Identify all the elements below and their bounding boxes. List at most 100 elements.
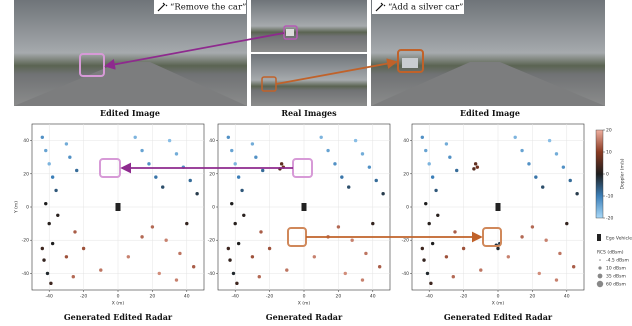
radar-point	[554, 278, 559, 282]
radar-point	[68, 155, 72, 159]
y-tick-label: 0	[212, 205, 215, 211]
radar-point	[343, 271, 347, 276]
radar-point	[228, 258, 232, 262]
y-tick-label: 40	[209, 138, 215, 144]
image-caption: Edited Image	[460, 108, 520, 118]
y-tick-label: 20	[209, 171, 215, 177]
y-tick-label: 20	[23, 171, 29, 177]
y-tick-label: -40	[402, 271, 409, 277]
radar-point	[99, 268, 103, 272]
radar-point	[420, 246, 425, 251]
radar-point	[174, 152, 179, 156]
radar-point	[71, 275, 75, 279]
radar-point	[434, 188, 438, 193]
radar-point	[50, 241, 55, 246]
radar-point	[371, 221, 375, 226]
colorbar-label: Doppler (m/s)	[620, 158, 626, 189]
radar-point	[453, 230, 457, 234]
legend-label: 35 dBsm	[606, 274, 626, 280]
wand-icon	[157, 2, 168, 12]
radar-point	[236, 175, 241, 179]
y-tick-label: -20	[22, 238, 29, 244]
radar-point	[226, 135, 231, 139]
image-caption: Real Images	[281, 108, 337, 118]
arrow	[275, 58, 398, 85]
y-tick-label: 20	[403, 171, 409, 177]
radar-point	[444, 142, 449, 146]
radar-point	[326, 148, 330, 153]
radar-point	[340, 175, 344, 179]
radar-point	[47, 162, 51, 166]
x-tick-label: -20	[80, 294, 87, 300]
radar-point	[231, 271, 236, 276]
radar-point	[50, 175, 55, 179]
radar-point	[554, 152, 559, 156]
radar-point	[230, 201, 234, 206]
radar-point	[565, 221, 569, 226]
x-tick-label: 40	[184, 294, 190, 300]
radar-point	[558, 251, 562, 256]
wand-icon	[375, 2, 386, 12]
radar-point	[257, 275, 261, 279]
radar-point	[233, 221, 237, 226]
radar-point	[195, 192, 199, 196]
radar-point	[178, 251, 182, 256]
radar-point	[420, 135, 425, 139]
radar-point	[250, 142, 255, 146]
radar-point	[377, 265, 382, 269]
radar-point	[461, 246, 466, 251]
real-image-bottom	[251, 54, 367, 106]
radar-point	[44, 148, 48, 153]
legend-marker	[599, 259, 601, 261]
radar-point	[506, 255, 511, 259]
prompt: “Remove the car”	[170, 2, 246, 13]
radar-point	[161, 185, 165, 189]
radar-point	[479, 268, 483, 272]
radar-point	[537, 271, 541, 276]
radar-point	[259, 230, 263, 234]
radar-point	[527, 162, 531, 166]
radar-point	[133, 135, 137, 139]
radar-point	[242, 213, 246, 217]
radar-point	[164, 238, 168, 242]
colorbar-tick-label: 0	[606, 172, 609, 178]
radar-point	[64, 142, 69, 146]
y-tick-label: -40	[208, 271, 215, 277]
radar-point	[140, 235, 144, 239]
radar-point	[451, 275, 455, 279]
radar-point	[319, 135, 323, 139]
radar-point	[191, 265, 196, 269]
radar-point	[444, 255, 449, 259]
overlay	[99, 158, 502, 247]
x-tick-label: -20	[266, 294, 273, 300]
radar-point	[448, 155, 452, 159]
radar-point	[333, 162, 337, 166]
legend-label: -4.5 dBsm	[606, 258, 629, 264]
radar-point	[236, 241, 241, 246]
y-tick-label: -20	[208, 238, 215, 244]
radar-point	[47, 221, 51, 226]
radar-point	[430, 241, 435, 246]
photos	[14, 0, 605, 106]
radar-point	[530, 225, 535, 229]
radar-point	[571, 265, 576, 269]
radar-point	[561, 165, 566, 169]
road	[371, 62, 605, 106]
added-car	[402, 58, 418, 68]
radar-point	[520, 235, 524, 239]
radar-point	[475, 165, 480, 169]
y-axis-label: Y (m)	[14, 201, 20, 214]
x-tick-label: 0	[497, 294, 500, 300]
radar-point	[254, 155, 258, 159]
highlight-box	[79, 53, 105, 77]
highlight-box	[99, 158, 121, 178]
legend-marker	[596, 280, 604, 288]
radar-point	[154, 175, 158, 179]
radar-point	[267, 246, 272, 251]
colorbar-tick-label: 10	[606, 150, 612, 156]
legend-marker	[597, 273, 603, 279]
highlight-box	[482, 227, 502, 247]
radar-point	[422, 258, 426, 262]
radar-point	[54, 188, 58, 193]
